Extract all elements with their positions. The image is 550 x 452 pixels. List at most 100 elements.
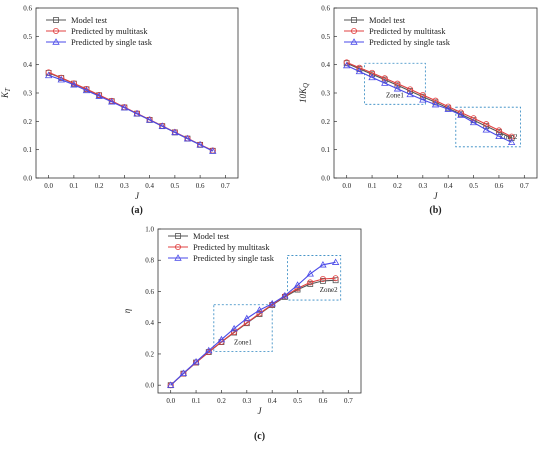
x-tick-label: 0.2 [95, 182, 104, 190]
x-tick-label: 0.3 [242, 397, 251, 405]
data-point [281, 291, 289, 299]
data-point [331, 258, 340, 265]
x-tick-label: 0.3 [418, 182, 427, 190]
y-tick-label: 0.2 [23, 118, 32, 126]
data-point [45, 69, 52, 76]
data-point [394, 82, 401, 89]
x-tick-label: 0.4 [444, 182, 453, 190]
y-tick-label: 0.6 [23, 5, 32, 13]
legend-label-3: Predicted by single task [369, 37, 451, 47]
x-tick-label: 0.1 [70, 182, 79, 190]
data-point [507, 138, 516, 145]
y-tick-label: 0.4 [321, 61, 330, 69]
legend-marker-2 [53, 27, 60, 34]
data-point [167, 381, 175, 388]
y-tick-label: 0.4 [145, 319, 154, 327]
x-tick-label: 0.0 [44, 182, 53, 190]
data-point [482, 126, 490, 133]
data-point [319, 260, 327, 268]
x-tick-label: 0.7 [221, 182, 230, 190]
data-point [355, 67, 364, 75]
data-point [368, 73, 376, 81]
zone-label-1: Zone1 [234, 339, 252, 347]
data-point [145, 116, 154, 123]
x-tick-label: 0.0 [166, 397, 175, 405]
data-point [209, 147, 217, 154]
panel-label: (c) [254, 431, 265, 442]
data-point [469, 118, 478, 126]
y-tick-label: 0.8 [145, 257, 154, 265]
data-point [319, 275, 326, 282]
x-tick-label: 0.1 [192, 397, 201, 405]
legend-label-2: Predicted by multitask [369, 26, 446, 36]
plot-frame [157, 228, 362, 394]
legend-label-3: Predicted by single task [193, 253, 275, 263]
data-point [343, 59, 350, 66]
y-axis-label-main: η [122, 308, 132, 313]
y-axis-label: η [122, 308, 132, 313]
x-tick-label: 0.3 [120, 182, 129, 190]
legend-marker-3 [52, 38, 60, 45]
data-point [256, 310, 263, 317]
series-line-3 [170, 261, 336, 386]
data-point [108, 97, 116, 105]
chart-panel-1: 0.0 0.1 0.2 0.3 0.4 0.5 0.6 0.7 0.0 0.1 0.2 0.3 0.4 0… [0, 5, 239, 216]
data-point [406, 90, 414, 98]
series-line-3 [346, 65, 512, 143]
data-point [57, 75, 65, 83]
legend-label-3: Predicted by single task [71, 37, 153, 47]
legend-marker-1 [175, 233, 181, 239]
legend-marker-3 [350, 38, 358, 45]
legend-marker-3 [174, 254, 182, 261]
data-point [217, 335, 226, 343]
y-tick-label: 0.3 [321, 90, 330, 98]
series-line-2 [170, 277, 336, 386]
zone-box-2 [455, 106, 521, 148]
x-tick-label: 0.5 [469, 182, 478, 190]
legend-label-1: Model test [369, 15, 406, 25]
data-point [369, 69, 376, 76]
data-point [320, 277, 326, 284]
y-tick-label: 0.1 [321, 146, 330, 154]
data-point [306, 270, 314, 277]
x-axis-label: J [258, 406, 263, 416]
y-axis-label-main: 10K [298, 87, 308, 103]
data-point [171, 128, 179, 136]
series-line-1 [170, 279, 336, 386]
data-point [82, 86, 91, 94]
data-point [70, 80, 78, 88]
data-point [205, 346, 213, 354]
y-tick-label: 0.5 [321, 33, 330, 41]
x-tick-label: 0.4 [145, 182, 154, 190]
y-tick-label: 0.0 [145, 382, 154, 390]
data-point [196, 141, 204, 148]
data-point [281, 293, 288, 300]
legend-label-2: Predicted by multitask [193, 242, 270, 252]
data-point [419, 95, 427, 103]
panel-label: (b) [429, 205, 441, 216]
zone-box-2 [287, 255, 342, 301]
x-tick-label: 0.2 [393, 182, 402, 190]
legend-label-2: Predicted by multitask [71, 26, 148, 36]
data-point [183, 134, 192, 142]
x-tick-label: 0.6 [196, 182, 205, 190]
x-axis-label: J [135, 191, 140, 201]
data-point [179, 369, 188, 377]
data-point [495, 132, 503, 140]
x-tick-label: 0.5 [171, 182, 180, 190]
data-point [193, 359, 200, 366]
y-axis-label-sub: T [4, 87, 12, 92]
y-tick-label: 0.1 [23, 146, 32, 154]
data-point [268, 299, 276, 307]
x-tick-label: 0.7 [344, 397, 353, 405]
x-tick-label: 0.0 [342, 182, 351, 190]
data-point [133, 109, 141, 117]
x-tick-label: 0.6 [319, 397, 328, 405]
y-axis-label-sub: Q [302, 83, 310, 88]
data-point [243, 319, 250, 326]
x-tick-label: 0.1 [368, 182, 377, 190]
panel-label: (a) [131, 205, 143, 216]
data-point [158, 122, 166, 129]
